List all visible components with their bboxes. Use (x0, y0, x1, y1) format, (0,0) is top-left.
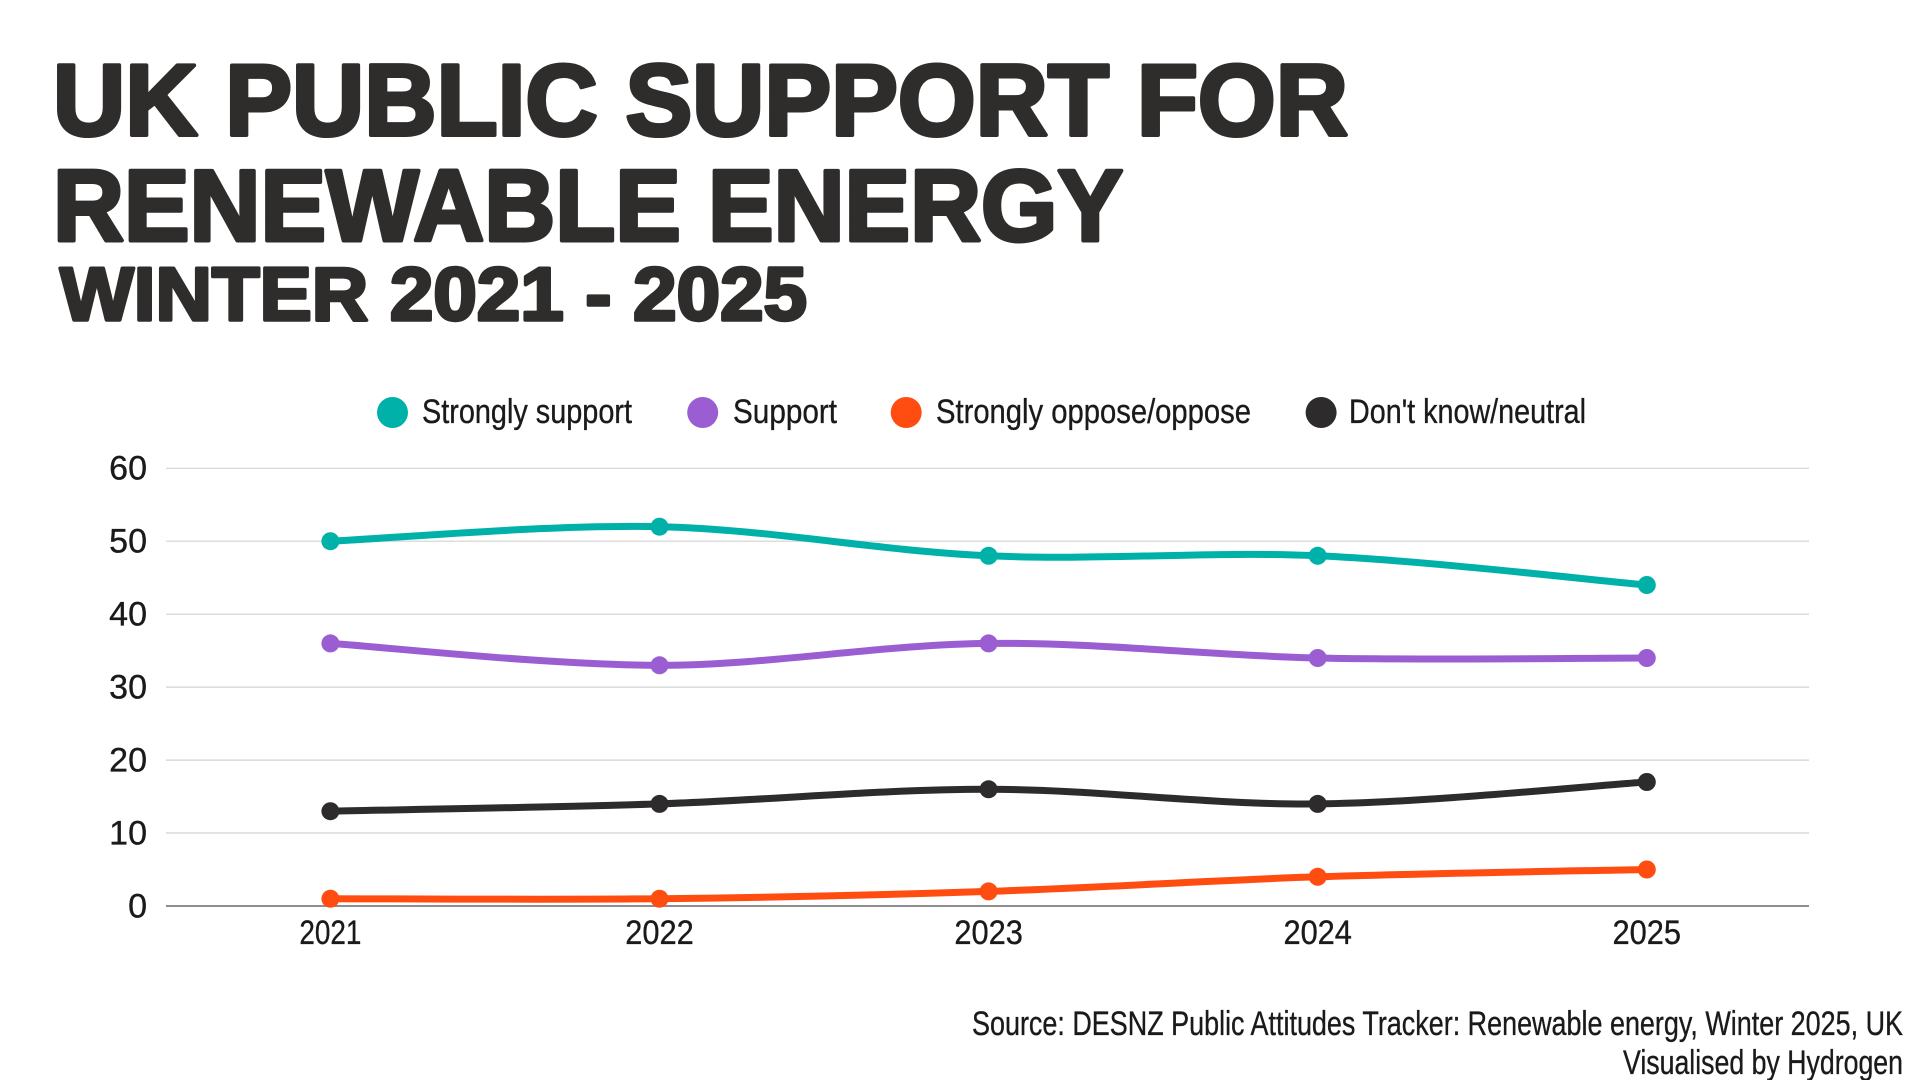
svg-text:UK PUBLIC SUPPORT FOR: UK PUBLIC SUPPORT FOR (53, 45, 1348, 157)
svg-text:2021: 2021 (299, 914, 361, 952)
svg-text:2024: 2024 (1283, 914, 1352, 952)
svg-text:10: 10 (109, 814, 147, 852)
svg-text:RENEWABLE ENERGY: RENEWABLE ENERGY (53, 151, 1123, 263)
svg-text:2023: 2023 (954, 914, 1023, 952)
svg-text:Source: DESNZ Public Attitudes: Source: DESNZ Public Attitudes Tracker: … (972, 1005, 1903, 1043)
svg-text:Strongly support: Strongly support (422, 393, 632, 431)
svg-text:0: 0 (128, 887, 147, 925)
svg-text:2025: 2025 (1613, 914, 1682, 952)
svg-text:50: 50 (109, 523, 147, 561)
svg-text:Support: Support (733, 393, 837, 431)
svg-text:Strongly oppose/oppose: Strongly oppose/oppose (936, 393, 1251, 431)
svg-text:Visualised by Hydrogen: Visualised by Hydrogen (1623, 1044, 1903, 1080)
svg-text:20: 20 (109, 742, 147, 780)
svg-text:30: 30 (109, 669, 147, 707)
svg-text:60: 60 (109, 450, 147, 488)
svg-text:Don't know/neutral: Don't know/neutral (1349, 393, 1586, 431)
svg-text:40: 40 (109, 596, 147, 634)
svg-text:2022: 2022 (625, 914, 694, 952)
svg-text:WINTER 2021 - 2025: WINTER 2021 - 2025 (60, 252, 807, 336)
